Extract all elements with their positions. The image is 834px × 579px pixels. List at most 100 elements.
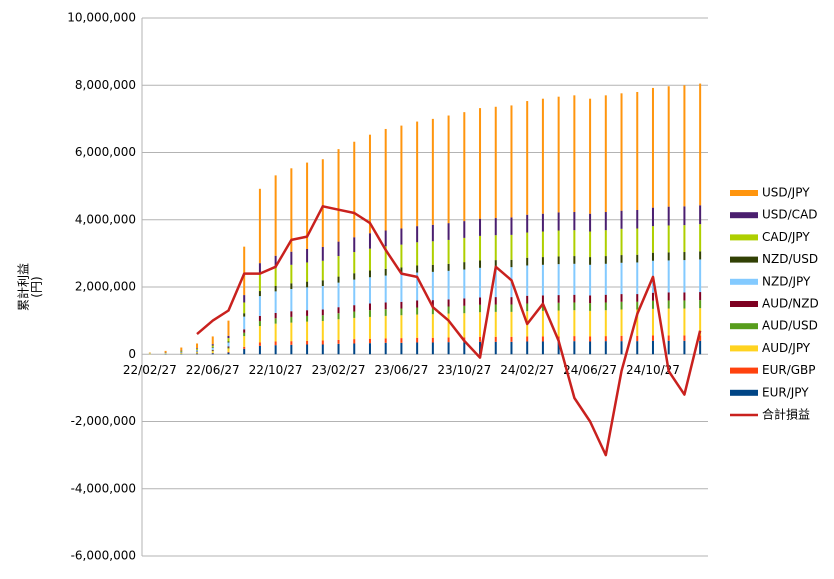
- bar-segment: [542, 99, 544, 214]
- bar-segment: [338, 340, 340, 344]
- bar-segment: [683, 206, 685, 225]
- bar-segment: [259, 296, 261, 316]
- bar-segment: [636, 294, 638, 302]
- bar-segment: [149, 353, 151, 354]
- bar-segment: [180, 353, 182, 354]
- bar-segment: [353, 312, 355, 318]
- bar-segment: [542, 311, 544, 337]
- bar-segment: [369, 343, 371, 354]
- bar-segment: [448, 337, 450, 342]
- legend-swatch: [730, 257, 758, 263]
- bar-segment: [495, 342, 497, 354]
- bar-segment: [668, 300, 670, 308]
- bar-segment: [636, 336, 638, 341]
- bar-segment: [542, 232, 544, 258]
- bar-segment: [636, 302, 638, 310]
- bar-segment: [306, 322, 308, 341]
- bar-segment: [196, 352, 198, 353]
- bar-segment: [385, 343, 387, 354]
- bar-segment: [227, 348, 229, 349]
- bar-segment: [227, 341, 229, 342]
- bar-segment: [636, 341, 638, 354]
- legend-label: USD/CAD: [762, 208, 818, 222]
- x-tick-label: 24/06/27: [563, 363, 617, 377]
- bar-segment: [589, 295, 591, 303]
- bar-segment: [432, 225, 434, 241]
- bar-segment: [322, 315, 324, 321]
- bar-segment: [259, 326, 261, 342]
- bar-segment: [636, 228, 638, 254]
- bar-segment: [510, 312, 512, 337]
- bar-segment: [683, 292, 685, 300]
- bar-segment: [306, 310, 308, 316]
- bar-segment: [290, 317, 292, 323]
- bar-segment: [212, 351, 214, 353]
- bar-segment: [290, 265, 292, 283]
- bar-segment: [227, 336, 229, 338]
- bar-segment: [683, 85, 685, 206]
- bar-segment: [463, 112, 465, 221]
- bar-segment: [558, 303, 560, 311]
- bar-segment: [542, 341, 544, 354]
- bar-segment: [589, 341, 591, 354]
- y-tick-label: 6,000,000: [75, 145, 136, 159]
- bar-segment: [699, 292, 701, 300]
- legend-label: NZD/JPY: [762, 274, 811, 288]
- x-tick-label: 22/10/27: [249, 363, 303, 377]
- x-tick-label: 23/06/27: [374, 363, 428, 377]
- bar-segment: [589, 232, 591, 258]
- bar-segment: [322, 159, 324, 247]
- bar-segment: [589, 303, 591, 311]
- bar-segment: [322, 344, 324, 354]
- bar-segment: [526, 336, 528, 341]
- bar-segment: [621, 302, 623, 310]
- bar-segment: [589, 214, 591, 232]
- bar-segment: [495, 218, 497, 235]
- bar-segment: [636, 255, 638, 263]
- bar-segment: [385, 316, 387, 339]
- bar-segment: [212, 344, 214, 345]
- bar-segment: [243, 295, 245, 302]
- bar-segment: [275, 291, 277, 313]
- bar-segment: [558, 311, 560, 337]
- bar-segment: [683, 252, 685, 260]
- bar-segment: [558, 256, 560, 264]
- bar-segment: [196, 349, 198, 350]
- bar-segment: [652, 208, 654, 226]
- bar-segment: [275, 175, 277, 255]
- bar-segment: [416, 342, 418, 354]
- bar-segment: [243, 313, 245, 316]
- bar-segment: [479, 305, 481, 312]
- bar-segment: [683, 260, 685, 292]
- bar-segment: [683, 300, 685, 308]
- bar-segment: [668, 335, 670, 340]
- bar-segment: [573, 336, 575, 341]
- bar-segment: [416, 308, 418, 315]
- bar-segment: [479, 236, 481, 261]
- bar-segment: [196, 348, 198, 349]
- bar-segment: [573, 302, 575, 310]
- bar-segment: [227, 353, 229, 355]
- bar-segment: [448, 116, 450, 224]
- bar-segment: [353, 305, 355, 311]
- bar-segment: [227, 338, 229, 341]
- bar-segment: [558, 264, 560, 295]
- bar-segment: [196, 343, 198, 348]
- bar-segment: [385, 129, 387, 231]
- bar-segment: [668, 309, 670, 336]
- bar-segment: [621, 294, 623, 302]
- bar-segment: [416, 338, 418, 343]
- bar-segment: [290, 283, 292, 289]
- bar-segment: [652, 293, 654, 301]
- bar-segment: [275, 318, 277, 323]
- bar-segment: [385, 231, 387, 247]
- bar-segment: [196, 354, 198, 355]
- bar-segment: [573, 295, 575, 303]
- bar-segment: [353, 280, 355, 306]
- bar-segment: [432, 342, 434, 354]
- bar-segment: [338, 149, 340, 241]
- legend-label: EUR/JPY: [762, 385, 809, 399]
- bar-segment: [385, 309, 387, 316]
- bar-segment: [243, 302, 245, 313]
- bar-segment: [636, 210, 638, 228]
